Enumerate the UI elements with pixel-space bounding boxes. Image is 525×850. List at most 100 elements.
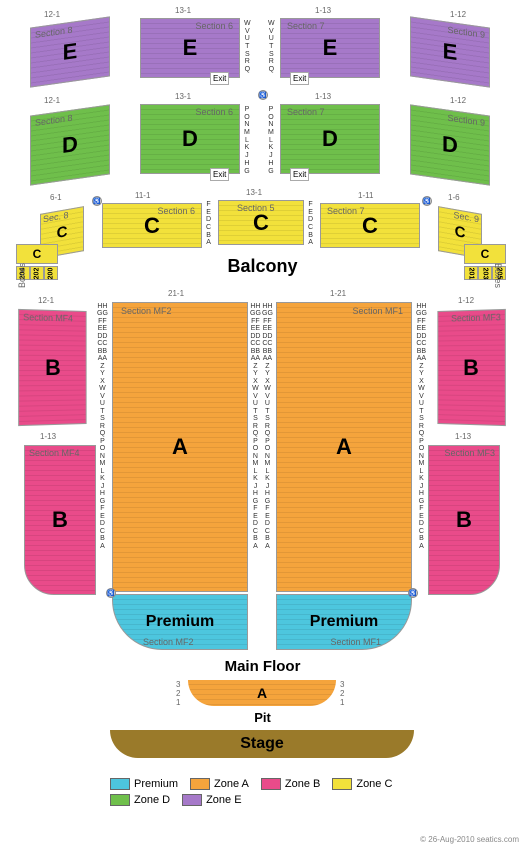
exit-label: Exit bbox=[210, 72, 229, 85]
seat-range: 12-1 bbox=[38, 296, 54, 305]
section-name: Section MF2 bbox=[143, 637, 194, 647]
row-labels: W V U T S R Q bbox=[268, 20, 275, 74]
seat-range: 12-1 bbox=[44, 10, 60, 19]
zone-letter: E bbox=[323, 35, 338, 61]
section-name: Section MF1 bbox=[330, 637, 381, 647]
zone-label: Premium bbox=[310, 613, 378, 631]
seat-range: 13-1 bbox=[175, 6, 191, 15]
seat-range: 21-1 bbox=[168, 289, 184, 298]
row-labels: F E D C B A bbox=[206, 201, 211, 247]
zone-letter: E bbox=[443, 38, 458, 66]
pit-row: 1 bbox=[176, 698, 180, 707]
section-premium-left[interactable]: Premium Section MF2 bbox=[112, 594, 248, 650]
section-name: Section 6 bbox=[157, 206, 195, 216]
seat-range: 11-1 bbox=[135, 191, 150, 200]
section-premium-right[interactable]: Premium Section MF1 bbox=[276, 594, 412, 650]
seat-range: 1-12 bbox=[450, 10, 466, 19]
section-e7[interactable]: E Section 7 bbox=[280, 18, 380, 78]
wheelchair-icon: ♿ bbox=[92, 196, 102, 206]
seat-range: 13-1 bbox=[246, 188, 262, 197]
zone-letter: B bbox=[45, 354, 61, 380]
section-c6[interactable]: C Section 6 bbox=[102, 203, 202, 248]
section-e6[interactable]: E Section 6 bbox=[140, 18, 240, 78]
zone-letter: D bbox=[322, 126, 338, 152]
zone-letter: A bbox=[257, 685, 267, 701]
seating-chart: E Section 8 12-1 E Section 6 13-1 Exit W… bbox=[0, 0, 525, 850]
legend-item-zone-b: Zone B bbox=[261, 778, 320, 790]
seat-range: 1-12 bbox=[458, 296, 474, 305]
pit-section[interactable]: A bbox=[188, 680, 336, 706]
zone-letter: D bbox=[442, 131, 458, 159]
section-d6[interactable]: D Section 6 bbox=[140, 104, 240, 174]
zone-letter: A bbox=[336, 434, 352, 460]
seat-range: 13-1 bbox=[175, 92, 191, 101]
row-labels: HH GG FF EE DD CC BB AA Z Y X W V U T S … bbox=[97, 303, 108, 550]
exit-label: Exit bbox=[210, 168, 229, 181]
section-name: Section 8 bbox=[35, 113, 73, 128]
legend-item-zone-e: Zone E bbox=[182, 794, 241, 806]
section-e9[interactable]: E Section 9 bbox=[410, 16, 490, 87]
seat-range: 1-21 bbox=[330, 289, 346, 298]
section-name: Sec. 9 bbox=[453, 210, 479, 224]
zone-letter: D bbox=[62, 131, 78, 159]
section-d9[interactable]: D Section 9 bbox=[410, 104, 490, 185]
section-name: Section MF4 bbox=[29, 448, 80, 458]
wheelchair-icon: ♿ bbox=[408, 588, 418, 598]
seat-range: 1-6 bbox=[448, 193, 460, 202]
pit-label: Pit bbox=[0, 710, 525, 725]
section-b-lower-right[interactable]: B Section MF3 bbox=[428, 445, 500, 595]
main-floor-label: Main Floor bbox=[0, 658, 525, 675]
legend-item-premium: Premium bbox=[110, 778, 178, 790]
seat-range: 12-1 bbox=[44, 96, 60, 105]
section-name: Section 7 bbox=[287, 21, 325, 31]
zone-letter: B bbox=[456, 507, 472, 533]
zone-letter: C bbox=[144, 213, 160, 239]
pit-row: 1 bbox=[340, 698, 344, 707]
section-a-left[interactable]: A Section MF2 bbox=[112, 302, 248, 592]
zone-letter: C bbox=[57, 223, 68, 242]
legend-item-zone-c: Zone C bbox=[332, 778, 392, 790]
row-labels: HH GG FF EE DD CC BB AA Z Y X W V U T S … bbox=[416, 303, 427, 550]
copyright-text: © 26-Aug-2010 seatics.com bbox=[420, 835, 519, 844]
wheelchair-icon: ♿ bbox=[422, 196, 432, 206]
section-name: Section 5 bbox=[237, 203, 275, 213]
exit-label: Exit bbox=[290, 168, 309, 181]
legend: Premium Zone A Zone B Zone C Zone D Zone… bbox=[110, 778, 430, 806]
zone-letter: C bbox=[253, 210, 269, 236]
wheelchair-icon: ♿ bbox=[106, 588, 116, 598]
zone-letter: A bbox=[172, 434, 188, 460]
exit-label: Exit bbox=[290, 72, 309, 85]
section-name: Section 7 bbox=[327, 206, 365, 216]
row-labels: P O N M L K J H G bbox=[268, 106, 274, 175]
pit-row: 2 bbox=[340, 689, 344, 698]
row-labels: W V U T S R Q bbox=[244, 20, 251, 74]
section-c5[interactable]: C Section 5 bbox=[218, 200, 304, 245]
zone-letter: C bbox=[362, 213, 378, 239]
zone-letter: B bbox=[463, 354, 479, 380]
seat-range: 1-12 bbox=[450, 96, 466, 105]
seat-range: 1-11 bbox=[358, 191, 373, 200]
seat-range: 6-1 bbox=[50, 193, 62, 202]
section-b-upper-right[interactable]: B Section MF3 bbox=[437, 309, 505, 426]
pit-row: 2 bbox=[176, 689, 180, 698]
section-d8[interactable]: D Section 8 bbox=[30, 104, 110, 185]
row-labels: HH GG FF EE DD CC BB AA Z Y X W V U T S … bbox=[250, 303, 261, 550]
wheelchair-icon: ♿ bbox=[258, 90, 268, 100]
section-name: Section 6 bbox=[195, 21, 233, 31]
zone-label: Premium bbox=[146, 613, 214, 631]
section-d7[interactable]: D Section 7 bbox=[280, 104, 380, 174]
row-labels: F E D C B A bbox=[308, 201, 313, 247]
section-e8[interactable]: E Section 8 bbox=[30, 16, 110, 87]
section-b-lower-left[interactable]: B Section MF4 bbox=[24, 445, 96, 595]
legend-item-zone-d: Zone D bbox=[110, 794, 170, 806]
section-b-upper-left[interactable]: B Section MF4 bbox=[18, 309, 86, 426]
section-a-right[interactable]: A Section MF1 bbox=[276, 302, 412, 592]
zone-letter: E bbox=[63, 38, 78, 66]
section-name: Section 9 bbox=[447, 25, 485, 40]
seat-range: 1-13 bbox=[40, 432, 56, 441]
zone-letter: E bbox=[183, 35, 198, 61]
zone-letter: B bbox=[52, 507, 68, 533]
stage: Stage bbox=[110, 730, 414, 758]
section-name: Section MF2 bbox=[121, 306, 172, 316]
section-c7[interactable]: C Section 7 bbox=[320, 203, 420, 248]
